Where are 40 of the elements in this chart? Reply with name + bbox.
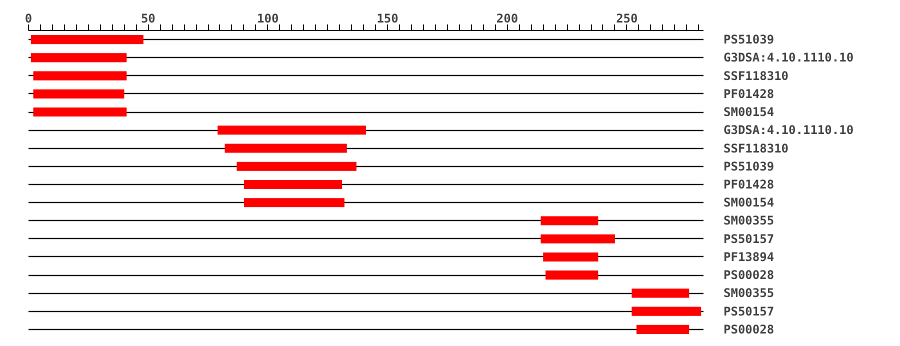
x-tick-label: 50 — [140, 12, 156, 26]
bar — [244, 198, 344, 208]
bar — [546, 270, 598, 280]
bar — [224, 144, 347, 153]
bar — [33, 108, 127, 117]
bar — [218, 126, 366, 135]
bar — [543, 252, 598, 262]
y-tick-label: SM00355 — [724, 286, 774, 300]
y-tick-label: PS00028 — [724, 268, 774, 282]
x-tick-label: 250 — [616, 12, 638, 26]
bar — [33, 71, 127, 80]
y-tick-label: PS51039 — [724, 159, 774, 174]
y-tick-label: SM00154 — [724, 105, 774, 120]
y-tick-label: PF13894 — [724, 250, 774, 264]
y-tick-label: PF01428 — [724, 178, 774, 192]
bar — [244, 180, 342, 190]
y-tick-label: SSF118310 — [724, 141, 789, 156]
y-tick-label: G3DSA:4.10.1110.10 — [724, 123, 854, 138]
bar — [30, 53, 127, 62]
x-tick-label: 100 — [257, 12, 279, 26]
bar — [636, 324, 690, 334]
y-tick-label: PS50157 — [724, 232, 774, 246]
y-tick-label: PS00028 — [724, 322, 774, 336]
y-tick-label: G3DSA:4.10.1110.10 — [724, 50, 854, 65]
bar — [632, 288, 690, 298]
y-tick-label: SSF118310 — [724, 68, 789, 83]
bar — [30, 35, 144, 44]
bar — [540, 216, 598, 226]
bar — [236, 162, 356, 171]
x-tick-label: 0 — [24, 12, 32, 26]
x-tick-label: 200 — [496, 12, 518, 26]
y-tick-label: PS51039 — [724, 32, 774, 47]
bar — [33, 89, 124, 98]
y-tick-label: SM00355 — [724, 214, 774, 228]
y-tick-label: PF01428 — [724, 86, 774, 101]
bar — [632, 306, 702, 316]
y-tick-label: SM00154 — [724, 196, 774, 210]
x-tick-label: 150 — [376, 12, 398, 26]
y-tick-label: PS50157 — [724, 304, 774, 318]
bar — [540, 234, 615, 244]
